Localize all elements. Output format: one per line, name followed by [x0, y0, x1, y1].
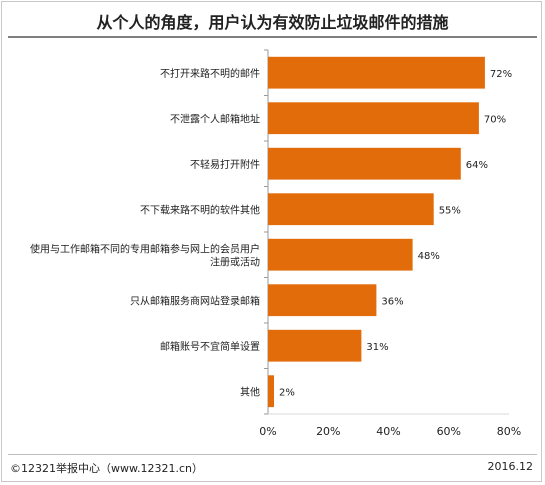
value-label-8: 2%: [279, 387, 295, 398]
category-label-8: 其他: [240, 385, 260, 398]
footer-divider: [8, 454, 537, 455]
title-divider: [8, 36, 537, 38]
bar-8: [268, 375, 274, 408]
category-label-5-line-1: 使用与工作邮箱不同的专用邮箱参与网上的会员用户: [30, 242, 260, 255]
value-label-7: 31%: [366, 342, 388, 353]
x-tick-label-4: 60%: [437, 425, 461, 438]
category-label-2: 不泄露个人邮箱地址: [170, 112, 260, 125]
bar-6: [268, 284, 377, 317]
bar-1: [268, 56, 485, 89]
bar-7: [268, 329, 362, 362]
category-label-7: 邮箱账号不宜简单设置: [160, 340, 260, 353]
value-label-1: 72%: [490, 69, 512, 80]
x-tick-label-3: 40%: [376, 425, 400, 438]
category-label-6: 只从邮箱服务商网站登录邮箱: [130, 294, 260, 307]
value-label-2: 70%: [484, 114, 506, 125]
value-label-6: 36%: [381, 296, 403, 307]
bar-5: [268, 238, 413, 271]
x-tick-label-2: 20%: [316, 425, 340, 438]
category-label-3: 不轻易打开附件: [190, 158, 260, 171]
category-label-5-line-2: 注册或活动: [210, 255, 260, 268]
value-label-5: 48%: [418, 251, 440, 262]
value-label-4: 55%: [439, 205, 461, 216]
chart-title: 从个人的角度，用户认为有效防止垃圾邮件的措施: [96, 13, 449, 32]
x-tick-label-1: 0%: [259, 425, 276, 438]
publish-date: 2016.12: [487, 460, 534, 473]
x-tick-label-5: 80%: [497, 425, 521, 438]
value-label-3: 64%: [466, 160, 488, 171]
bar-4: [268, 193, 434, 226]
bar-3: [268, 147, 461, 180]
bar-2: [268, 102, 479, 135]
source-note: ©12321举报中心（www.12321.cn）: [10, 462, 203, 475]
category-label-4: 不下载来路不明的软件其他: [140, 203, 260, 216]
category-label-1: 不打开来路不明的邮件: [160, 67, 260, 80]
